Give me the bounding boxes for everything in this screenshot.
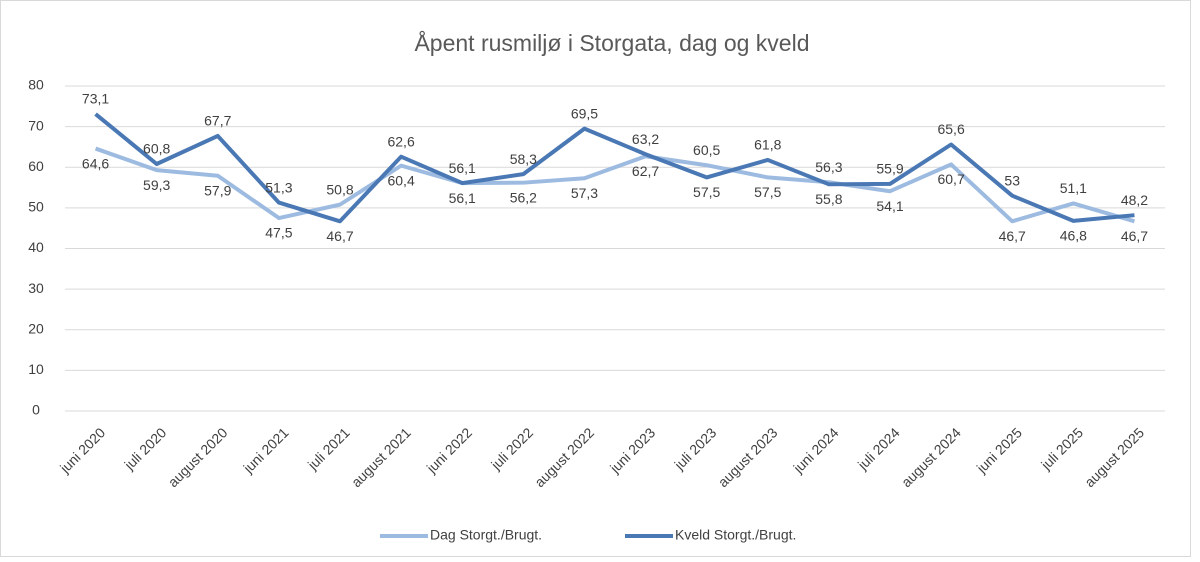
data-label: 62,6 bbox=[387, 133, 414, 149]
chart-title: Åpent rusmiljø i Storgata, dag og kveld bbox=[414, 29, 809, 56]
data-label: 47,5 bbox=[265, 225, 292, 241]
data-label: 73,1 bbox=[82, 91, 109, 107]
data-label: 46,7 bbox=[999, 228, 1026, 244]
data-label: 57,5 bbox=[754, 184, 781, 200]
data-label: 69,5 bbox=[571, 105, 598, 121]
y-tick-label: 50 bbox=[28, 199, 44, 215]
data-label: 65,6 bbox=[937, 121, 964, 137]
data-label: 56,1 bbox=[449, 190, 476, 206]
y-tick-label: 80 bbox=[28, 77, 44, 93]
data-label: 57,3 bbox=[571, 185, 598, 201]
y-tick-label: 40 bbox=[28, 239, 44, 255]
data-label: 54,1 bbox=[876, 198, 903, 214]
legend-label: Kveld Storgt./Brugt. bbox=[675, 527, 796, 543]
y-tick-label: 20 bbox=[28, 320, 44, 336]
data-label: 60,4 bbox=[387, 172, 414, 188]
data-label: 57,5 bbox=[693, 184, 720, 200]
data-line bbox=[94, 146, 1136, 224]
data-label: 46,7 bbox=[1121, 228, 1148, 244]
data-label: 60,8 bbox=[143, 141, 170, 157]
data-label: 48,2 bbox=[1121, 192, 1148, 208]
data-label: 57,9 bbox=[204, 182, 231, 198]
data-label: 60,7 bbox=[937, 171, 964, 187]
y-tick-label: 60 bbox=[28, 158, 44, 174]
y-tick-label: 0 bbox=[32, 402, 40, 418]
data-label: 46,8 bbox=[1060, 228, 1087, 244]
y-tick-label: 10 bbox=[28, 361, 44, 377]
data-label: 63,2 bbox=[632, 131, 659, 147]
data-label: 67,7 bbox=[204, 113, 231, 129]
data-label: 46,7 bbox=[326, 228, 353, 244]
data-label: 64,6 bbox=[82, 155, 109, 171]
data-label: 55,9 bbox=[876, 161, 903, 177]
data-label: 51,1 bbox=[1060, 180, 1087, 196]
data-label: 62,7 bbox=[632, 163, 659, 179]
y-tick-label: 30 bbox=[28, 280, 44, 296]
y-tick-label: 70 bbox=[28, 117, 44, 133]
data-label: 59,3 bbox=[143, 177, 170, 193]
data-label: 53 bbox=[1004, 172, 1020, 188]
legend-label: Dag Storgt./Brugt. bbox=[430, 527, 542, 543]
data-label: 56,1 bbox=[449, 160, 476, 176]
data-line bbox=[94, 112, 1135, 224]
data-label: 58,3 bbox=[510, 151, 537, 167]
data-label: 55,8 bbox=[815, 191, 842, 207]
data-label: 61,8 bbox=[754, 137, 781, 153]
data-label: 56,3 bbox=[815, 159, 842, 175]
data-label: 50,8 bbox=[326, 181, 353, 197]
data-label: 60,5 bbox=[693, 142, 720, 158]
data-label: 56,2 bbox=[510, 189, 537, 205]
data-label: 51,3 bbox=[265, 179, 292, 195]
